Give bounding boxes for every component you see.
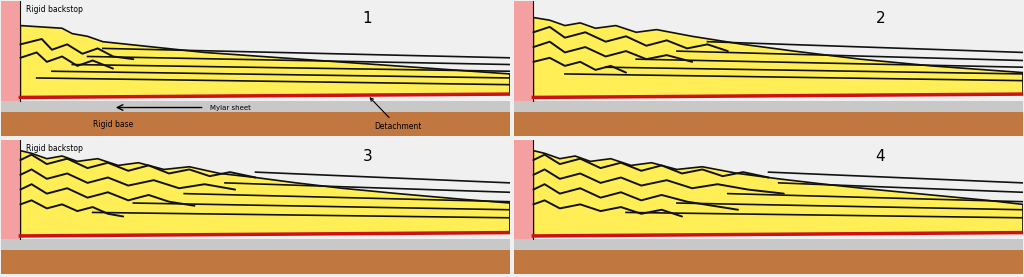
Polygon shape	[20, 25, 510, 98]
Polygon shape	[514, 250, 1023, 274]
Text: Detachment: Detachment	[371, 98, 422, 131]
Polygon shape	[1, 1, 20, 101]
Polygon shape	[514, 101, 1023, 112]
Polygon shape	[1, 250, 510, 274]
Polygon shape	[514, 140, 534, 239]
Text: Mylar sheet: Mylar sheet	[210, 104, 251, 111]
Text: Rigid backstop: Rigid backstop	[27, 6, 83, 14]
Polygon shape	[534, 17, 1023, 98]
Text: 3: 3	[362, 149, 373, 164]
Text: 1: 1	[362, 11, 373, 26]
Polygon shape	[1, 112, 510, 136]
Polygon shape	[514, 239, 1023, 250]
Polygon shape	[534, 151, 1023, 236]
Polygon shape	[514, 112, 1023, 136]
Text: Rigid base: Rigid base	[92, 120, 133, 129]
Text: 4: 4	[876, 149, 886, 164]
Polygon shape	[1, 239, 510, 250]
Polygon shape	[1, 140, 20, 239]
Polygon shape	[20, 151, 510, 236]
Polygon shape	[1, 101, 510, 112]
Polygon shape	[514, 1, 534, 101]
Text: 2: 2	[876, 11, 886, 26]
Text: Rigid backstop: Rigid backstop	[27, 144, 83, 153]
